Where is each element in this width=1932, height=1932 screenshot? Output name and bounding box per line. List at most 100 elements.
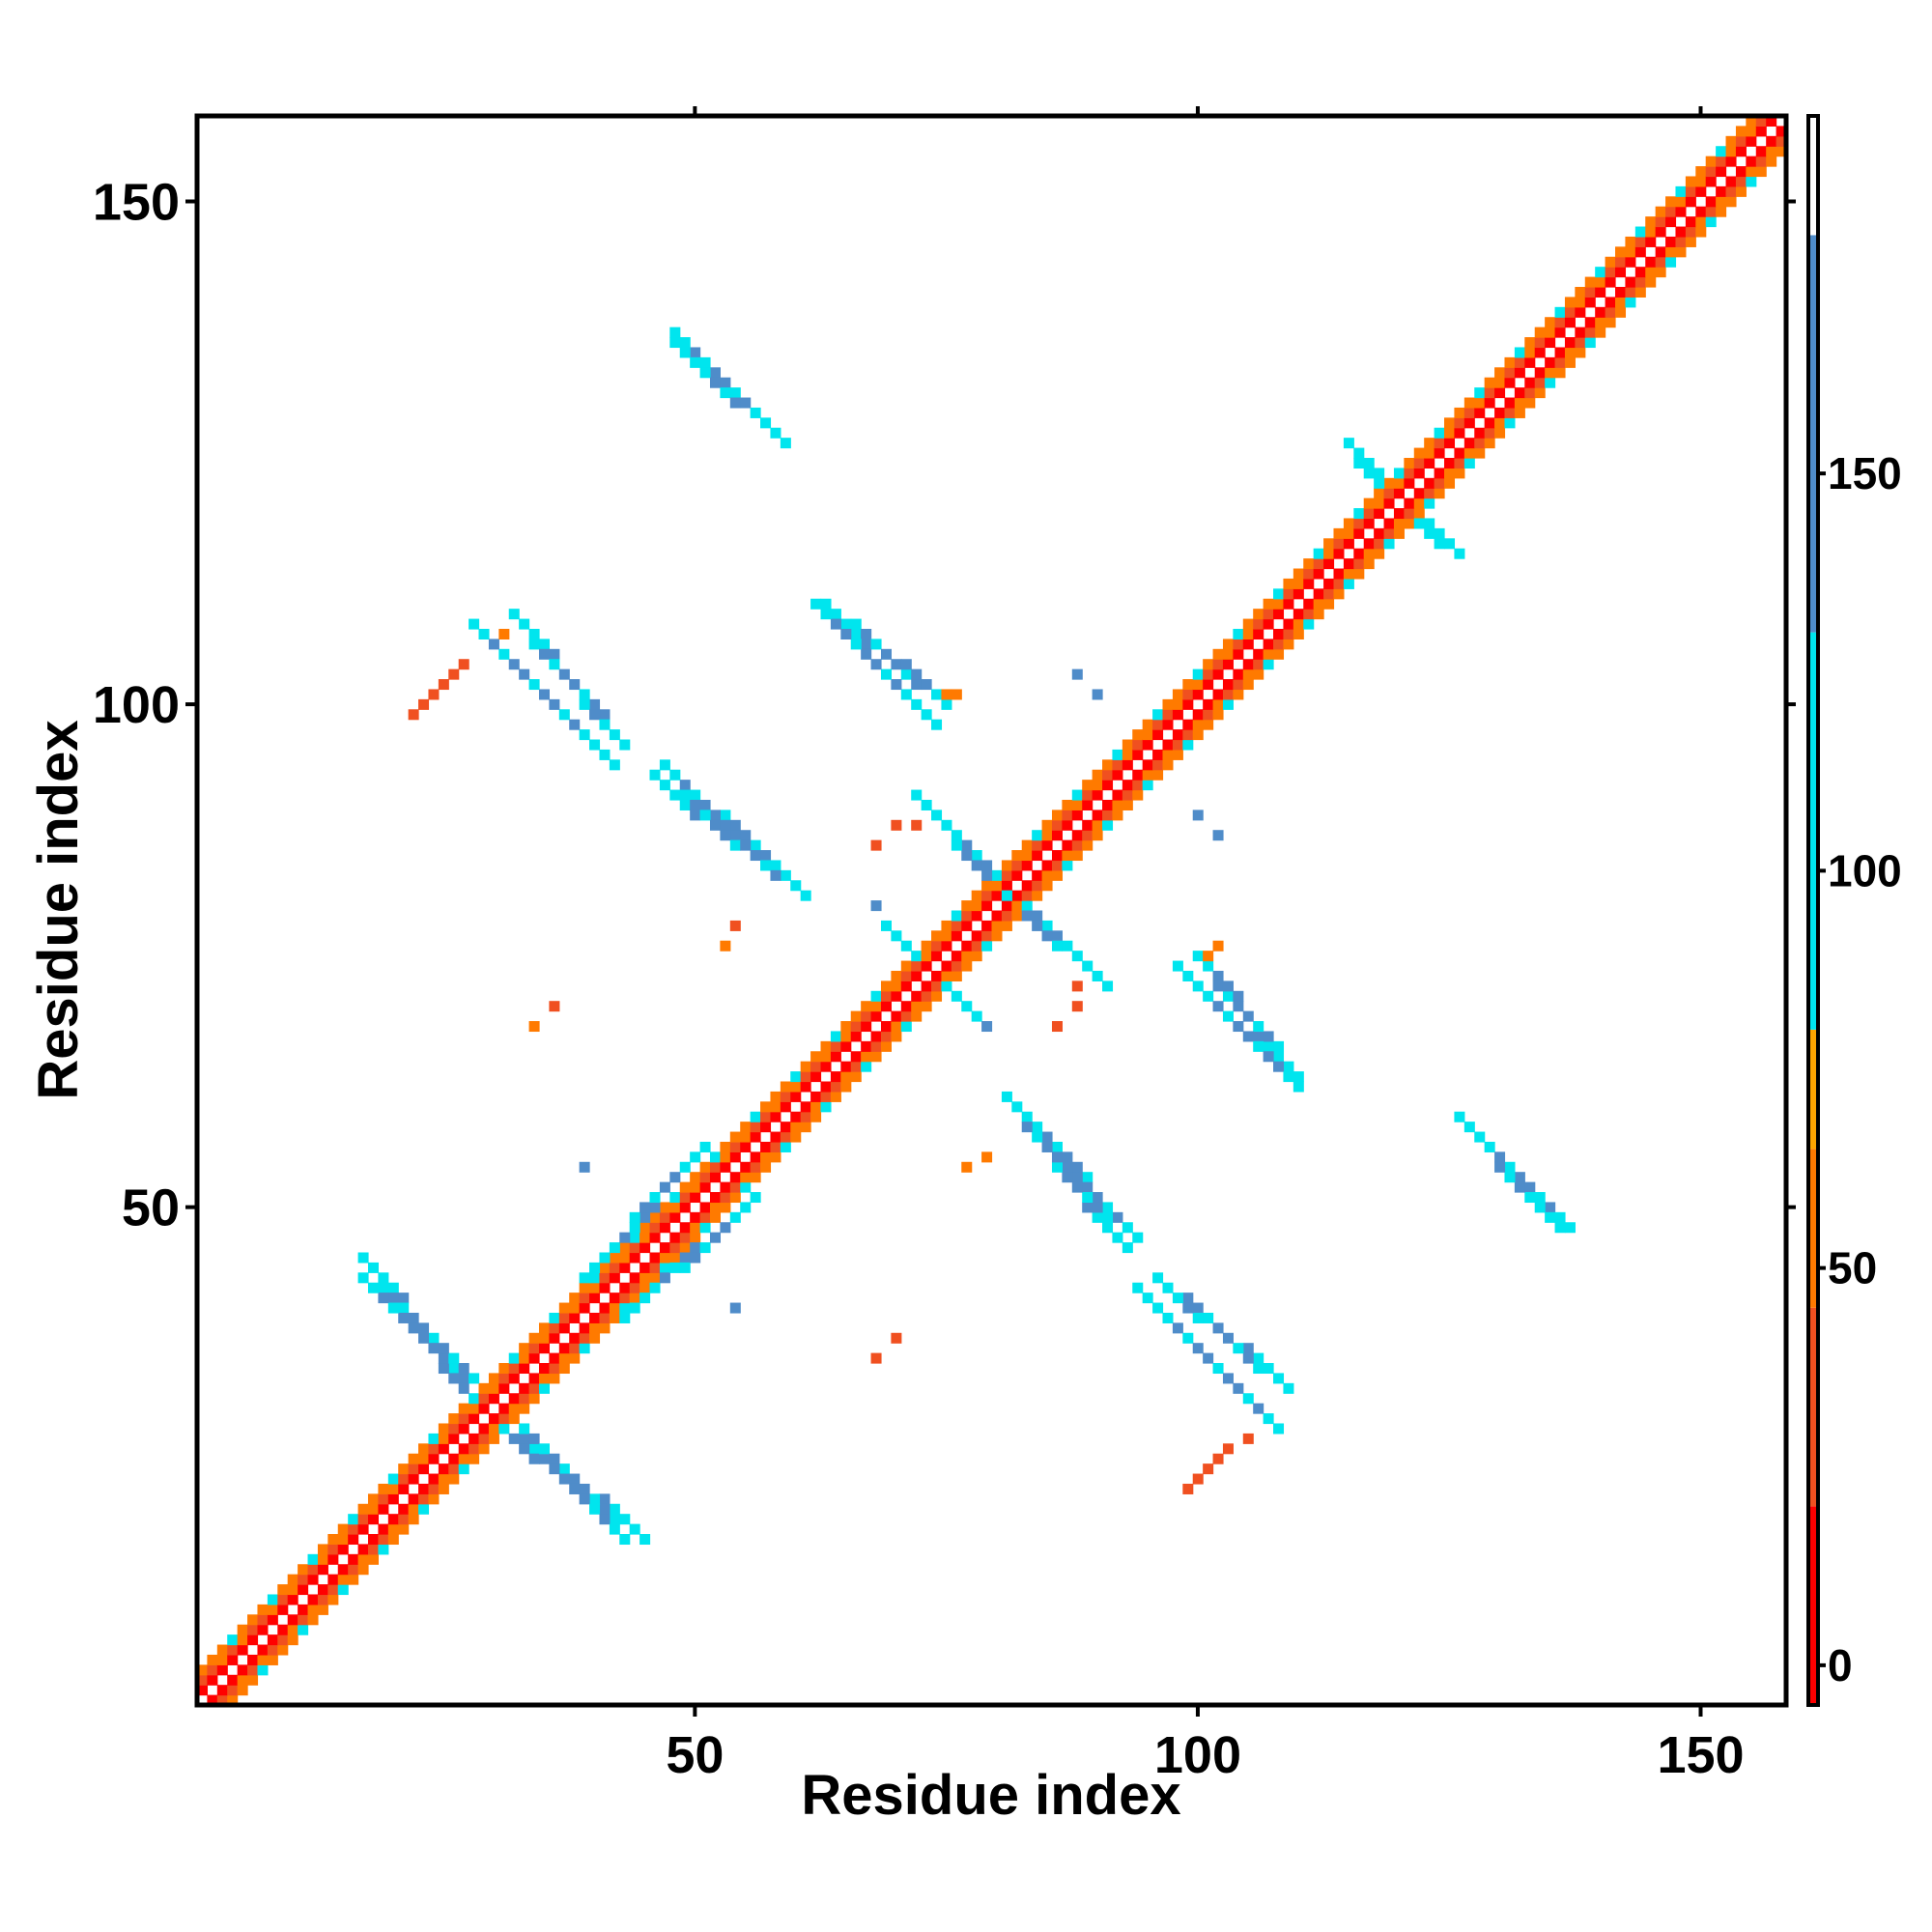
diagonal-cell (1102, 759, 1114, 771)
diagonal-cell (1484, 397, 1495, 409)
diagonal-cell (1122, 739, 1133, 751)
strand-cell (669, 327, 681, 338)
diagonal-cell (1021, 880, 1033, 892)
diagonal-cell (1374, 527, 1385, 539)
diagonal-cell (880, 1001, 892, 1012)
strand-cell (1273, 1423, 1285, 1435)
diagonal-cell (1454, 427, 1465, 439)
diagonal-cell (750, 1111, 761, 1122)
diagonal-cell (1413, 447, 1425, 459)
strand-cell (1564, 1222, 1576, 1234)
diagonal-cell (669, 1202, 681, 1213)
diagonal-cell (317, 1544, 328, 1555)
diagonal-cell (1353, 548, 1365, 559)
diagonal-cell (780, 1131, 791, 1143)
strand-cell (921, 679, 932, 691)
diagonal-cell (458, 1403, 469, 1414)
strand-cell (1041, 1141, 1053, 1152)
diagonal-cell (307, 1574, 319, 1585)
diagonal-cell (1333, 538, 1345, 550)
diagonal-cell (1071, 830, 1083, 841)
strand-cell (1242, 1393, 1254, 1405)
diagonal-cell (1192, 668, 1204, 680)
diagonal-cell (357, 1523, 369, 1535)
strand-cell (1203, 960, 1214, 972)
strand-cell (1253, 1021, 1264, 1033)
diagonal-cell (1222, 648, 1234, 660)
strand-cell (589, 698, 601, 710)
diagonal-cell (558, 1322, 570, 1334)
diagonal-cell (1032, 880, 1043, 892)
contact-point (1092, 689, 1103, 700)
diagonal-cell (247, 1624, 259, 1635)
diagonal-cell (720, 1202, 731, 1213)
diagonal-cell (398, 1503, 410, 1515)
strand-cell (528, 639, 540, 650)
diagonal-cell (800, 1081, 811, 1093)
diagonal-cell (1393, 518, 1405, 529)
strand-cell (679, 1262, 691, 1273)
diagonal-cell (629, 1293, 640, 1304)
diagonal-cell (1474, 387, 1486, 399)
diagonal-cell (448, 1413, 460, 1425)
strand-cell (699, 799, 711, 810)
diagonal-cell (1021, 839, 1033, 851)
diagonal-cell (428, 1443, 440, 1455)
strand-cell (921, 709, 932, 721)
strand-cell (519, 1433, 530, 1444)
diagonal-cell (1514, 387, 1525, 399)
diagonal-cell (1313, 588, 1324, 600)
diagonal-cell (750, 1122, 761, 1133)
strand-cell (709, 367, 721, 379)
diagonal-cell (891, 990, 902, 1002)
diagonal-cell (1605, 256, 1616, 268)
contact-point (870, 900, 882, 912)
diagonal-cell (830, 1040, 841, 1052)
diagonal-cell (1675, 196, 1687, 208)
diagonal-cell (900, 1021, 912, 1033)
strand-cell (1212, 1322, 1224, 1334)
diagonal-cell (1605, 276, 1616, 288)
diagonal-cell (277, 1634, 289, 1646)
diagonal-cell (207, 1674, 218, 1686)
diagonal-cell (1575, 347, 1586, 358)
strand-cell (609, 1523, 620, 1535)
contact-point (1222, 1443, 1234, 1455)
diagonal-cell (1655, 226, 1666, 238)
strand-cell (1051, 1141, 1063, 1152)
diagonal-cell (870, 1031, 882, 1042)
strand-cell (1102, 980, 1114, 992)
diagonal-cell (478, 1423, 490, 1435)
diagonal-cell (1222, 659, 1234, 670)
diagonal-cell (599, 1282, 611, 1293)
diagonal-cell (1634, 286, 1646, 298)
strand-cell (639, 1293, 651, 1304)
diagonal-cell (287, 1584, 298, 1596)
diagonal-cell (850, 1051, 862, 1063)
diagonal-cell (921, 990, 932, 1002)
strand-cell (690, 789, 701, 801)
diagonal-cell (438, 1433, 449, 1444)
diagonal-cell (991, 930, 1003, 942)
diagonal-cell (1112, 759, 1123, 771)
diagonal-cell (720, 1161, 731, 1173)
diagonal-cell (1776, 146, 1787, 157)
strand-cell (469, 1373, 480, 1384)
diagonal-cell (760, 1122, 772, 1133)
strand-cell (941, 698, 952, 710)
strand-cell (558, 1473, 570, 1485)
diagonal-cell (1032, 890, 1043, 901)
diagonal-cell (1192, 689, 1204, 700)
strand-cell (1092, 970, 1103, 981)
diagonal-cell (267, 1594, 278, 1605)
diagonal-cell (740, 1131, 752, 1143)
diagonal-cell (1132, 789, 1144, 801)
diagonal-cell (850, 1031, 862, 1042)
diagonal-cell (880, 1031, 892, 1042)
strand-cell (1504, 1161, 1516, 1173)
diagonal-cell (1303, 558, 1315, 570)
diagonal-cell (227, 1634, 239, 1646)
strand-cell (709, 810, 721, 821)
diagonal-cell (317, 1584, 328, 1596)
